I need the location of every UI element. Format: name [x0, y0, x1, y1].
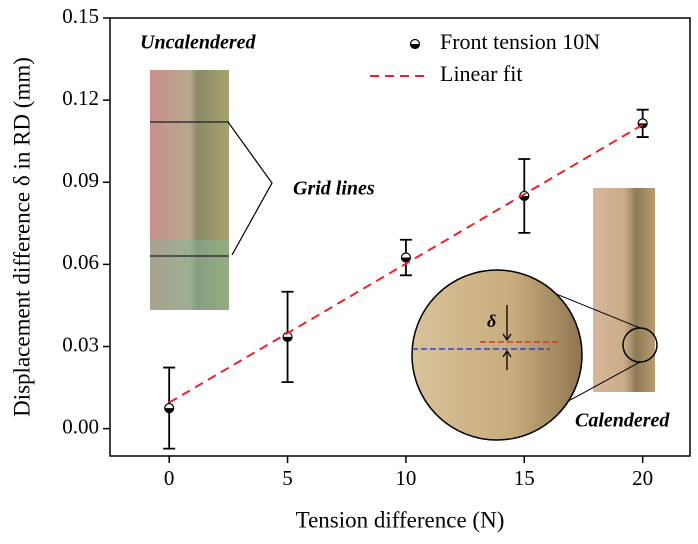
x-tick-label: 10 — [395, 466, 416, 490]
data-point-half — [164, 408, 174, 413]
legend-marker — [410, 44, 420, 49]
legend-label: Front tension 10N — [440, 29, 600, 54]
y-tick-label: 0.03 — [62, 332, 99, 356]
x-tick-label: 15 — [514, 466, 535, 490]
data-point-half — [283, 336, 293, 342]
annotation: Uncalendered — [140, 32, 257, 54]
data-point-half — [519, 195, 529, 201]
y-tick-label: 0.06 — [62, 250, 99, 274]
x-tick-label: 20 — [632, 466, 653, 490]
y-axis-label: Displacement difference δ in RD (mm) — [9, 57, 34, 417]
x-tick-label: 0 — [164, 466, 175, 490]
plot-frame — [109, 17, 691, 457]
data-point-half — [401, 257, 411, 263]
annotation: δ — [487, 311, 496, 331]
x-tick-label: 5 — [282, 466, 293, 490]
y-tick-label: 0.09 — [62, 168, 99, 192]
inset-calendered — [411, 188, 658, 441]
y-tick-label: 0.12 — [62, 86, 99, 110]
inset-uncalendered — [150, 70, 273, 310]
legend-label: Linear fit — [440, 61, 522, 86]
y-tick-label: 0.15 — [62, 4, 99, 28]
x-axis-label: Tension difference (N) — [296, 507, 505, 532]
fit-line — [168, 123, 644, 404]
annotation: Calendered — [575, 410, 670, 432]
annotation: Grid lines — [293, 178, 375, 200]
y-tick-label: 0.00 — [62, 414, 99, 438]
